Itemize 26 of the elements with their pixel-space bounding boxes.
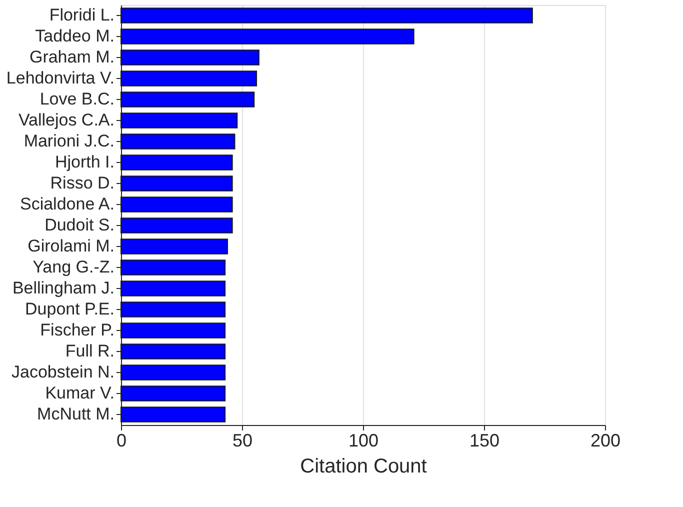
y-tick-label: McNutt M. [37,404,114,424]
x-tick-label: 150 [469,430,500,450]
x-tick-label: 50 [232,430,253,450]
x-tick-label: 0 [116,430,127,450]
x-tick-label: 200 [590,430,621,450]
y-tick-label: Dupont P.E. [25,300,114,318]
y-tick-label: Hjorth I. [54,152,114,172]
y-tick-label: Taddeo M. [35,26,114,46]
y-tick-label: Vallejos C.A. [18,110,114,130]
y-tick-label: Scialdone A. [20,194,114,214]
y-tick-label: Dudoit S. [44,216,114,234]
y-tick-label: Fischer P. [40,320,114,340]
y-tick-label: Bellingham J. [12,278,114,298]
y-tick-label: Love B.C. [40,90,114,108]
y-tick-label: Graham M. [29,48,114,66]
y-tick-label: Lehdonvirta V. [6,68,114,88]
y-tick-label: Kumar V. [45,384,114,402]
x-tick-label: 100 [348,430,379,450]
y-tick-label: Jacobstein N. [12,362,114,382]
y-tick-label: Girolami M. [28,236,114,256]
x-axis-title: Citation Count [300,456,428,478]
y-tick-label: Yang G.-Z. [32,258,114,276]
y-tick-label: Marioni J.C. [24,132,114,150]
y-tick-label: Floridi L. [49,6,114,24]
y-tick-label: Risso D. [50,174,114,192]
y-tick-label: Full R. [65,342,114,360]
